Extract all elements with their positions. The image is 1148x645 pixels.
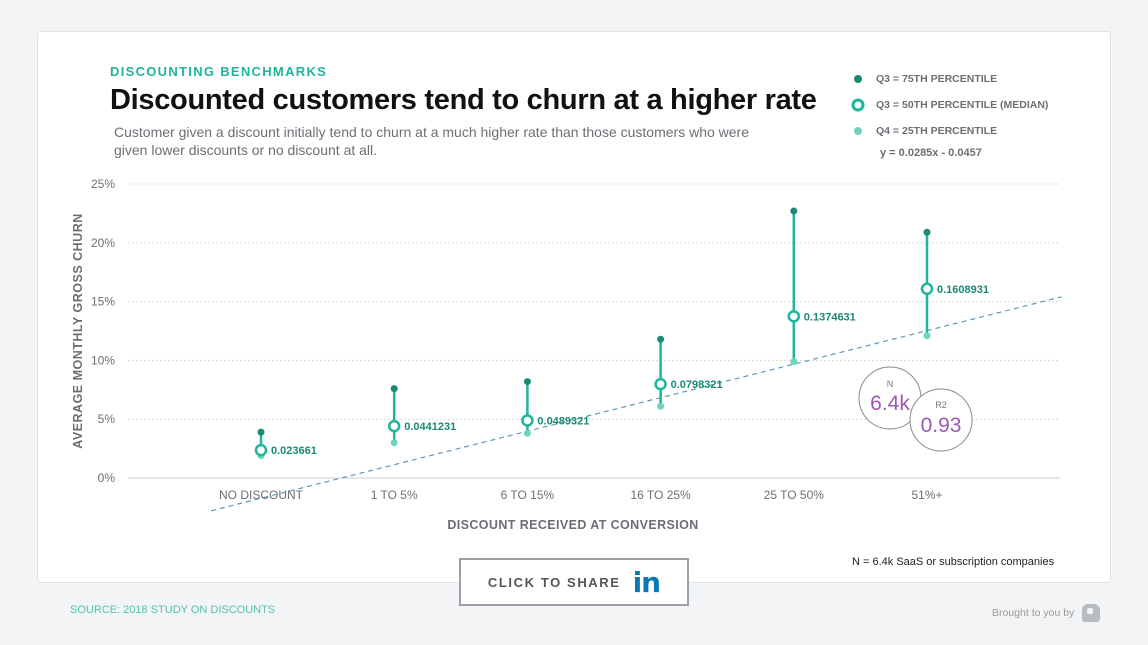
brand-logo-icon (1082, 604, 1101, 622)
ring-icon (851, 98, 865, 112)
r2-stat-circle (909, 388, 973, 452)
median-point (254, 443, 268, 457)
eyebrow: DISCOUNTING BENCHMARKS (110, 64, 328, 79)
median-label: 0.0489321 (537, 415, 589, 427)
dot-icon (854, 127, 862, 135)
legend-item-q25: Q4 = 25TH PERCENTILE (850, 118, 1048, 144)
q25-point (523, 429, 531, 437)
x-axis-label: DISCOUNT RECEIVED AT CONVERSION (447, 518, 698, 532)
q25-point (923, 332, 931, 340)
y-axis-label: AVERAGE MONTHLY GROSS CHURN (71, 213, 85, 449)
source: SOURCE: 2018 STUDY ON DISCOUNTS (70, 604, 276, 616)
r2-stat-label: R2 (935, 400, 947, 410)
brought-by: Brought to you by (992, 604, 1101, 622)
median-label: 0.1374631 (804, 311, 856, 323)
q25-point (790, 358, 798, 366)
page-title: Discounted customers tend to churn at a … (110, 84, 817, 116)
y-tick-label: 25% (91, 177, 115, 191)
y-tick-label: 20% (91, 236, 115, 250)
q25-point (390, 439, 398, 447)
median-point (387, 419, 401, 433)
median-point (654, 377, 667, 391)
share-button[interactable]: CLICK TO SHARE in (459, 558, 689, 606)
y-tick-label: 10% (91, 353, 115, 367)
median-label: 0.0441231 (404, 421, 456, 433)
x-tick-label: 16 TO 25% (630, 488, 691, 502)
q75-point (657, 335, 665, 343)
n-stat-label: N (887, 379, 894, 389)
trend-equation: y = 0.0285x - 0.0457 (880, 147, 982, 159)
legend-item-q75: Q3 = 75TH PERCENTILE (850, 66, 1048, 92)
dot-icon (854, 75, 862, 83)
median-point (787, 310, 801, 323)
y-tick-label: 15% (91, 295, 115, 309)
q75-point (523, 378, 531, 386)
median-label: 0.0798321 (671, 379, 723, 391)
median-point (920, 282, 934, 296)
y-tick-label: 5% (98, 412, 116, 426)
footnote: N = 6.4k SaaS or subscription companies (852, 556, 1055, 568)
n-stat-value: 6.4k (870, 392, 910, 415)
share-label: CLICK TO SHARE (487, 574, 621, 590)
median-point (521, 414, 534, 427)
y-tick-label: 0% (98, 471, 116, 485)
x-tick-label: NO DISCOUNT (219, 488, 304, 502)
legend: Q3 = 75TH PERCENTILE Q3 = 50TH PERCENTIL… (850, 66, 1048, 144)
linkedin-icon: in (632, 565, 662, 599)
q75-point (790, 207, 798, 215)
chart-card (37, 31, 1111, 583)
median-label: 0.1608931 (937, 284, 989, 296)
x-tick-label: 51%+ (911, 488, 942, 502)
r2-stat-value: 0.93 (921, 414, 962, 437)
x-tick-label: 25 TO 50% (764, 488, 825, 502)
q75-point (257, 428, 265, 436)
x-tick-label: 6 TO 15% (501, 488, 555, 502)
x-tick-label: 1 TO 5% (371, 488, 418, 502)
subtitle: Customer given a discount initially tend… (114, 124, 749, 158)
q25-point (657, 402, 665, 410)
legend-item-median: Q3 = 50TH PERCENTILE (MEDIAN) (850, 92, 1048, 118)
trend-line (210, 296, 1062, 512)
q75-point (923, 228, 931, 236)
q75-point (390, 385, 398, 393)
median-label: 0.023661 (271, 445, 317, 457)
